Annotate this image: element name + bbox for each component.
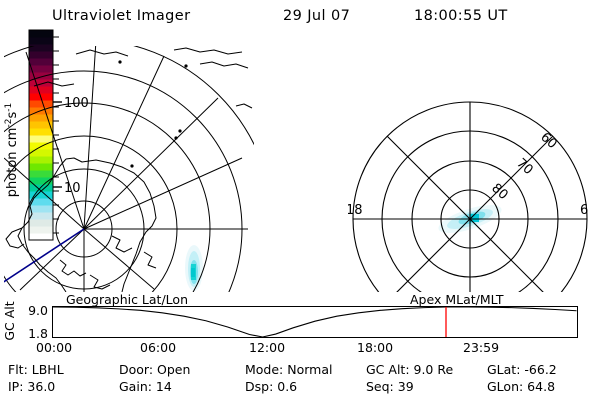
geographic-aurora-patch: [185, 245, 203, 291]
altitude-trace-svg: [52, 306, 578, 338]
mlt-label-right: 6: [580, 203, 588, 218]
status-door: Door: Open: [119, 362, 191, 377]
time-axis: 00:00 06:00 12:00 18:00 23:59: [0, 340, 600, 358]
header-bar: Ultraviolet Imager 29 Jul 07 18:00:55 UT: [0, 0, 600, 38]
antarctica-coastline: [5, 47, 253, 292]
status-dsp: Dsp: 0.6: [245, 379, 298, 394]
mlat-ring-label-70: 70: [513, 156, 535, 178]
apex-mlat-mlt-dial[interactable]: 12 18 6 0 60 70 80: [348, 46, 594, 292]
altitude-curve: [52, 306, 577, 338]
status-glon: GLon: 64.8: [487, 379, 556, 394]
terminator-line: [4, 228, 85, 283]
mlt-label-left: 18: [348, 203, 363, 218]
geographic-polar-map[interactable]: [4, 46, 254, 292]
status-ip: IP: 36.0: [8, 379, 56, 394]
gc-altitude-trace[interactable]: [52, 306, 578, 338]
geographic-station-markers: [118, 60, 188, 168]
observation-time: 18:00:55 UT: [414, 8, 508, 24]
time-tick-2: 12:00: [249, 340, 286, 355]
time-tick-0: 00:00: [36, 340, 73, 355]
status-gain: Gain: 14: [119, 379, 172, 394]
apex-panel-caption: Apex MLat/MLT: [410, 292, 504, 307]
status-mode: Mode: Normal: [245, 362, 333, 377]
status-seq: Seq: 39: [366, 379, 414, 394]
svg-text:photon cm-2s-1: photon cm-2s-1: [4, 103, 20, 197]
altitude-plot-frame: [52, 306, 578, 338]
status-bar: Flt: LBHL Door: Open Mode: Normal GC Alt…: [0, 360, 600, 400]
status-gc-alt: GC Alt: 9.0 Re: [366, 362, 454, 377]
colorbar-tick-low: 10: [64, 181, 81, 196]
mlt-spokes: [353, 102, 587, 292]
mlt-dial-svg: 12 18 6 0 60 70 80: [348, 101, 588, 292]
altitude-tick-low: 1.8: [28, 326, 48, 341]
colorbar-ticks: [53, 36, 59, 234]
altitude-tick-high: 9.0: [28, 303, 48, 318]
time-tick-1: 06:00: [140, 340, 177, 355]
observation-date: 29 Jul 07: [283, 8, 351, 24]
geographic-panel-caption: Geographic Lat/Lon: [66, 292, 188, 307]
time-tick-4: 23:59: [463, 340, 500, 355]
geographic-map-svg: [4, 46, 254, 292]
geographic-longitude-meridians: [4, 46, 248, 292]
status-glat: GLat: -66.2: [487, 362, 557, 377]
colorbar-axis-label: photon cm-2s-1: [4, 103, 20, 197]
status-filter: Flt: LBHL: [8, 362, 64, 377]
time-tick-3: 18:00: [357, 340, 394, 355]
colorbar-major-ticks: [53, 101, 62, 188]
instrument-title: Ultraviolet Imager: [52, 8, 191, 24]
